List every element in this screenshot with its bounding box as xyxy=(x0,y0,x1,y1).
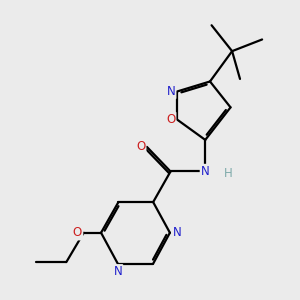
Text: O: O xyxy=(136,140,145,153)
Text: O: O xyxy=(73,226,82,239)
Text: H: H xyxy=(224,167,233,180)
Text: N: N xyxy=(113,265,122,278)
Text: N: N xyxy=(167,85,175,98)
Text: O: O xyxy=(166,113,175,126)
Text: N: N xyxy=(201,165,210,178)
Text: N: N xyxy=(172,226,181,239)
